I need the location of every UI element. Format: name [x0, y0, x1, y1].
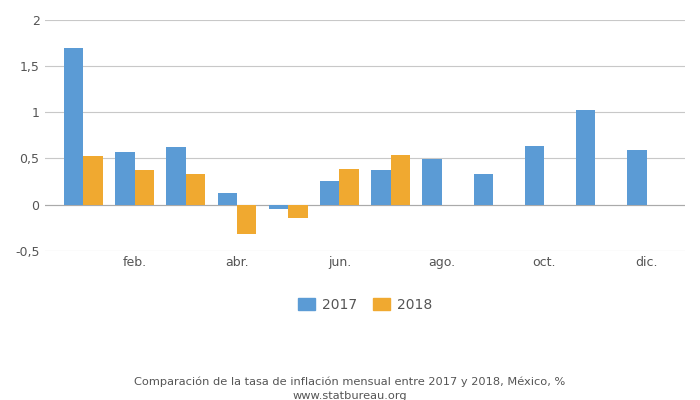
Bar: [83, 156, 103, 204]
Bar: [474, 174, 493, 204]
Bar: [237, 204, 256, 234]
Bar: [218, 192, 237, 204]
Bar: [134, 170, 154, 204]
Bar: [116, 152, 134, 204]
Bar: [320, 180, 340, 204]
Bar: [371, 170, 391, 204]
Bar: [576, 110, 596, 204]
Bar: [391, 155, 410, 204]
Bar: [167, 147, 186, 204]
Bar: [340, 168, 359, 204]
Bar: [288, 204, 308, 218]
Bar: [64, 48, 83, 204]
Text: www.statbureau.org: www.statbureau.org: [293, 391, 407, 400]
Bar: [627, 150, 647, 204]
Text: Comparación de la tasa de inflación mensual entre 2017 y 2018, México, %: Comparación de la tasa de inflación mens…: [134, 377, 566, 387]
Bar: [269, 204, 288, 209]
Bar: [186, 174, 205, 204]
Bar: [525, 146, 544, 204]
Legend: 2017, 2018: 2017, 2018: [293, 292, 438, 318]
Bar: [422, 159, 442, 204]
